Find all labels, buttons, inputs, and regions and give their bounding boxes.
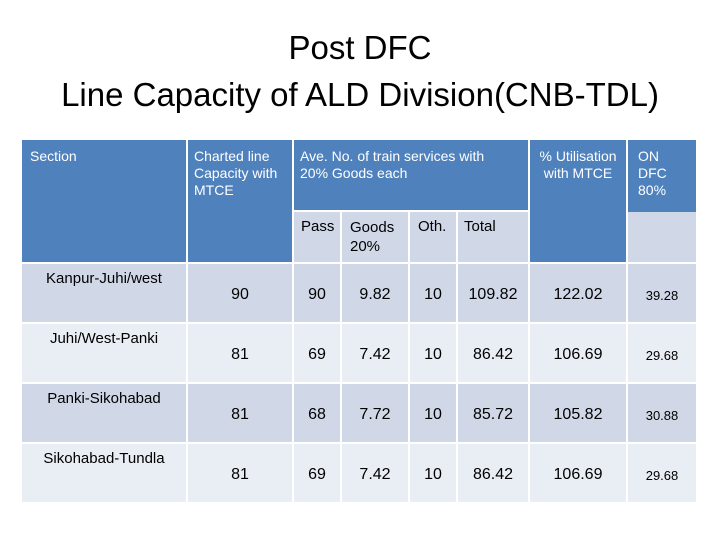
cell-dfc-value: 29.68 (645, 468, 679, 483)
cell-pass-value: 90 (308, 286, 326, 303)
header-charted-capacity: Charted line Capacity with MTCE (188, 140, 292, 262)
cell-section-value: Juhi/West-Panki (49, 330, 159, 347)
subheader-pass: Pass (294, 212, 340, 262)
cell-goods-value: 7.42 (359, 346, 391, 363)
header-utilisation-label: % Utilisation with MTCE (539, 148, 617, 181)
cell-total-value: 86.42 (472, 346, 514, 363)
cell-utilisation-value: 106.69 (553, 466, 603, 483)
table-cell-section: Juhi/West-Panki (22, 324, 186, 382)
cell-dfc-value: 39.28 (645, 288, 679, 303)
cell-total-value: 85.72 (472, 406, 514, 423)
cell-utilisation-value: 122.02 (553, 286, 603, 303)
cell-pass-value: 68 (308, 406, 326, 423)
table-cell-capacity: 81 (188, 384, 292, 442)
cell-capacity-value: 81 (231, 466, 249, 483)
table-cell-goods: 7.42 (342, 324, 408, 382)
table-cell-dfc: 30.88 (628, 384, 696, 442)
table-cell-capacity: 81 (188, 444, 292, 502)
table-cell-total: 86.42 (458, 324, 528, 382)
header-ave-services: Ave. No. of train services with 20% Good… (294, 140, 528, 210)
table-cell-goods: 7.72 (342, 384, 408, 442)
subheader-goods-label: Goods 20% (350, 219, 395, 255)
table-cell-utilisation: 106.69 (530, 444, 626, 502)
subheader-oth: Oth. (410, 212, 456, 262)
table-cell-section: Sikohabad-Tundla (22, 444, 186, 502)
table-cell-pass: 69 (294, 444, 340, 502)
cell-goods-value: 7.42 (359, 466, 391, 483)
cell-pass-value: 69 (308, 346, 326, 363)
table-cell-oth: 10 (410, 384, 456, 442)
table-cell-utilisation: 106.69 (530, 324, 626, 382)
cell-section-value: Sikohabad-Tundla (43, 450, 165, 467)
cell-oth-value: 10 (424, 406, 442, 423)
cell-oth-value: 10 (424, 466, 442, 483)
table-cell-dfc: 29.68 (628, 444, 696, 502)
slide-title-line1: Post DFC (288, 29, 432, 66)
cell-total-value: 86.42 (472, 466, 514, 483)
cell-section-value: Panki-Sikohabad (47, 390, 161, 407)
cell-oth-value: 10 (424, 346, 442, 363)
table-cell-section: Panki-Sikohabad (22, 384, 186, 442)
table-cell-utilisation: 105.82 (530, 384, 626, 442)
cell-goods-value: 7.72 (359, 406, 391, 423)
cell-dfc-value: 30.88 (645, 408, 679, 423)
subheader-total-label: Total (464, 218, 496, 235)
subheader-oth-label: Oth. (418, 218, 447, 235)
header-on-dfc-blank (628, 212, 696, 262)
cell-capacity-value: 90 (231, 286, 249, 303)
table-cell-dfc: 39.28 (628, 264, 696, 322)
header-on-dfc: ON DFC 80% (628, 140, 696, 212)
table-cell-oth: 10 (410, 444, 456, 502)
slide-title-line2: Line Capacity of ALD Division(CNB-TDL) (61, 76, 659, 113)
cell-pass-value: 69 (308, 466, 326, 483)
cell-dfc-value: 29.68 (645, 348, 679, 363)
table-cell-total: 109.82 (458, 264, 528, 322)
cell-oth-value: 10 (424, 286, 442, 303)
table-cell-pass: 68 (294, 384, 340, 442)
cell-utilisation-value: 106.69 (553, 346, 603, 363)
cell-total-value: 109.82 (468, 286, 518, 303)
cell-section-value: Kanpur-Juhi/west (46, 270, 162, 287)
header-utilisation: % Utilisation with MTCE (530, 140, 626, 262)
subheader-goods: Goods 20% (342, 212, 408, 262)
table-cell-capacity: 90 (188, 264, 292, 322)
table-cell-pass: 69 (294, 324, 340, 382)
header-ave-services-label: Ave. No. of train services with 20% Good… (300, 148, 485, 181)
header-charted-capacity-label: Charted line Capacity with MTCE (194, 148, 278, 198)
header-section-label: Section (30, 148, 77, 164)
table-cell-pass: 90 (294, 264, 340, 322)
table-cell-dfc: 29.68 (628, 324, 696, 382)
table-cell-utilisation: 122.02 (530, 264, 626, 322)
table-cell-total: 85.72 (458, 384, 528, 442)
table-cell-oth: 10 (410, 324, 456, 382)
cell-capacity-value: 81 (231, 346, 249, 363)
cell-utilisation-value: 105.82 (553, 406, 603, 423)
subheader-pass-label: Pass (301, 218, 335, 235)
table-cell-total: 86.42 (458, 444, 528, 502)
table-cell-goods: 7.42 (342, 444, 408, 502)
table-cell-goods: 9.82 (342, 264, 408, 322)
cell-goods-value: 9.82 (359, 286, 391, 303)
table-cell-section: Kanpur-Juhi/west (22, 264, 186, 322)
subheader-total: Total (458, 212, 528, 262)
cell-capacity-value: 81 (231, 406, 249, 423)
table-cell-capacity: 81 (188, 324, 292, 382)
table-cell-oth: 10 (410, 264, 456, 322)
header-on-dfc-label: ON DFC 80% (638, 148, 667, 198)
header-section: Section (22, 140, 186, 262)
